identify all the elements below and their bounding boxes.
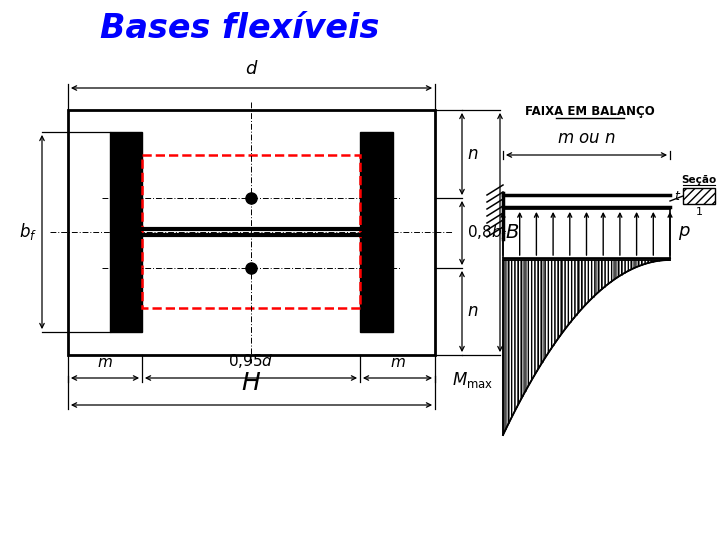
Text: $m$: $m$ bbox=[97, 355, 113, 370]
Polygon shape bbox=[503, 260, 670, 435]
Text: $p$: $p$ bbox=[678, 225, 690, 242]
Text: $M_{\mathrm{max}}$: $M_{\mathrm{max}}$ bbox=[451, 370, 493, 390]
Text: $0{,}8b_f$: $0{,}8b_f$ bbox=[467, 224, 508, 242]
Text: $n$: $n$ bbox=[467, 145, 478, 163]
Text: t: t bbox=[674, 190, 679, 202]
Text: $H$: $H$ bbox=[241, 371, 261, 395]
Text: $m$: $m$ bbox=[390, 355, 405, 370]
Text: FAIXA EM BALANÇO: FAIXA EM BALANÇO bbox=[525, 105, 655, 118]
Text: $b_f$: $b_f$ bbox=[19, 221, 37, 242]
Text: Bases flexíveis: Bases flexíveis bbox=[100, 11, 379, 44]
Text: $B$: $B$ bbox=[505, 223, 519, 242]
Polygon shape bbox=[110, 132, 142, 332]
Text: $d$: $d$ bbox=[245, 60, 258, 78]
Polygon shape bbox=[360, 132, 393, 332]
Polygon shape bbox=[683, 188, 715, 204]
Text: $n$: $n$ bbox=[467, 302, 478, 321]
Text: 1: 1 bbox=[696, 207, 703, 217]
Text: $0{,}95d$: $0{,}95d$ bbox=[228, 352, 274, 370]
Text: $m$ ou $n$: $m$ ou $n$ bbox=[557, 129, 616, 147]
Text: Seção: Seção bbox=[681, 175, 716, 185]
